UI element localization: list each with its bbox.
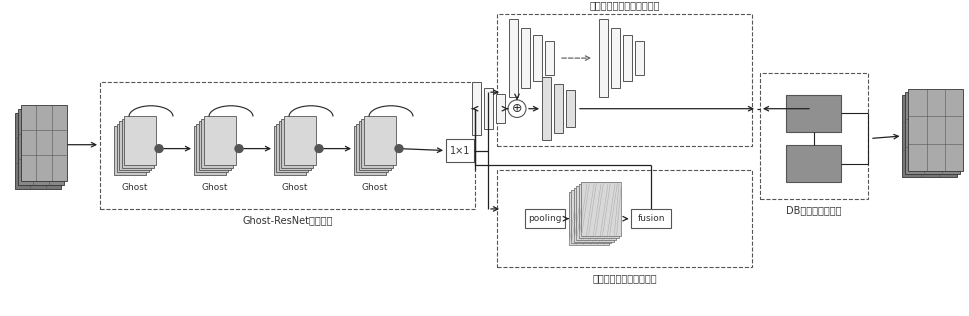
Bar xyxy=(574,188,614,241)
Bar xyxy=(361,119,393,167)
Text: 1×1: 1×1 xyxy=(450,146,470,155)
Bar xyxy=(909,89,963,172)
Text: DB语义分割检测头: DB语义分割检测头 xyxy=(786,205,842,215)
Bar xyxy=(354,126,386,175)
Bar xyxy=(569,192,609,246)
Bar xyxy=(525,209,565,228)
Bar xyxy=(577,186,616,240)
Bar xyxy=(497,170,752,267)
Bar xyxy=(599,19,608,97)
Bar xyxy=(274,126,306,175)
Bar xyxy=(521,28,530,88)
Bar xyxy=(533,35,542,81)
Bar xyxy=(21,105,67,181)
Text: Ghost: Ghost xyxy=(122,183,148,192)
Bar xyxy=(121,119,153,167)
Circle shape xyxy=(395,145,403,153)
Bar xyxy=(114,126,146,175)
Bar xyxy=(569,192,609,246)
Bar xyxy=(484,88,493,129)
Bar xyxy=(282,119,314,167)
Bar xyxy=(472,82,481,136)
Bar xyxy=(100,82,475,209)
Bar xyxy=(496,94,505,123)
Bar xyxy=(577,186,616,240)
Bar xyxy=(124,117,156,165)
Bar xyxy=(197,124,229,173)
Bar xyxy=(572,190,611,244)
Circle shape xyxy=(508,100,526,118)
Bar xyxy=(279,121,311,170)
Bar xyxy=(579,184,619,238)
Bar xyxy=(542,77,551,140)
Circle shape xyxy=(155,145,163,153)
Bar xyxy=(497,14,752,146)
Text: fusion: fusion xyxy=(638,214,666,223)
Bar xyxy=(15,112,61,189)
Bar xyxy=(572,190,611,244)
Text: Ghost: Ghost xyxy=(282,183,308,192)
Bar xyxy=(199,121,231,170)
Bar xyxy=(194,126,226,175)
Bar xyxy=(623,35,632,81)
Bar xyxy=(284,117,316,165)
Text: Ghost-ResNet骨干网络: Ghost-ResNet骨干网络 xyxy=(242,215,332,225)
Bar xyxy=(18,109,64,185)
Bar xyxy=(554,84,563,133)
Bar xyxy=(632,209,672,228)
Bar xyxy=(509,19,518,97)
Bar xyxy=(116,124,148,173)
Bar xyxy=(760,73,868,199)
Bar xyxy=(364,117,396,165)
Bar xyxy=(581,182,621,236)
Bar xyxy=(119,121,151,170)
Bar xyxy=(202,119,234,167)
Text: 双线性特征向量融合模块: 双线性特征向量融合模块 xyxy=(592,273,657,283)
Bar xyxy=(446,139,474,162)
Bar xyxy=(579,184,619,238)
Bar xyxy=(635,41,644,75)
Text: pooling: pooling xyxy=(528,214,562,223)
Bar xyxy=(204,117,236,165)
Bar xyxy=(611,28,620,88)
Bar xyxy=(566,90,575,127)
Circle shape xyxy=(235,145,243,153)
Bar xyxy=(545,41,554,75)
Bar xyxy=(787,95,841,132)
Bar xyxy=(357,124,389,173)
Bar xyxy=(276,124,308,173)
Bar xyxy=(574,188,614,241)
Circle shape xyxy=(315,145,323,153)
Text: Ghost: Ghost xyxy=(202,183,229,192)
Bar xyxy=(581,182,621,236)
Text: 特征金字塔和特征融合模块: 特征金字塔和特征融合模块 xyxy=(589,0,660,10)
Bar xyxy=(902,94,957,177)
Bar xyxy=(905,92,960,174)
Text: ⊕: ⊕ xyxy=(512,102,522,115)
Bar xyxy=(787,145,841,182)
Text: Ghost: Ghost xyxy=(361,183,389,192)
Bar xyxy=(359,121,391,170)
